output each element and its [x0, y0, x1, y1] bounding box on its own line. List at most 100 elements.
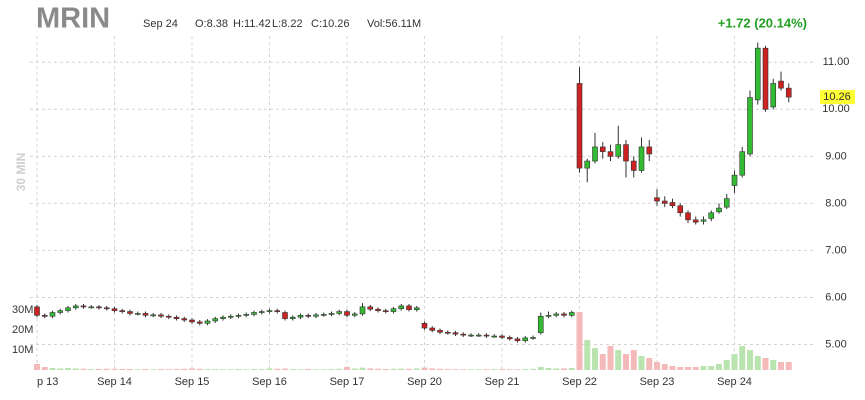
candle-body [568, 312, 575, 316]
candle-body [390, 308, 397, 312]
candle-body [406, 305, 412, 310]
candle-body [475, 334, 482, 337]
volume-bar [460, 369, 467, 370]
y-tick-label: 11.00 [823, 56, 850, 68]
volume-bar [499, 369, 505, 370]
candle-body [685, 212, 691, 221]
volume-bar [607, 346, 614, 370]
volume-bar [266, 368, 273, 370]
volume-bar [158, 369, 164, 370]
candle-body [243, 314, 250, 316]
candle-body [344, 311, 350, 316]
volume-bar [375, 368, 381, 370]
candle-body [669, 202, 676, 207]
volume-bar [196, 368, 203, 370]
y-tick-label: 7.00 [825, 244, 846, 256]
x-tick-label: Sep 23 [640, 376, 675, 388]
volume-bar [344, 367, 350, 370]
volume-bar [142, 369, 149, 370]
candle-body [537, 315, 544, 334]
volume-bar [661, 364, 668, 370]
info: O:8.38 [195, 18, 228, 30]
candle-body [65, 307, 71, 311]
volume-bar [545, 368, 552, 370]
candle-body [770, 83, 777, 108]
candle-body [127, 311, 133, 314]
volume-bar [235, 369, 242, 370]
candle-body [700, 219, 707, 222]
volume-bar [669, 366, 676, 370]
interval: 30 MIN [14, 153, 28, 192]
candle-body [429, 327, 436, 331]
volume-bar [716, 364, 722, 370]
volume-bar [413, 368, 420, 370]
volume-bar [708, 366, 715, 370]
candle-body [359, 306, 366, 315]
volume-bar [429, 368, 436, 370]
candle-body [41, 315, 48, 317]
volume-bar [731, 354, 738, 370]
volume-bar [367, 368, 374, 370]
candle-body [607, 151, 614, 157]
candle-body [111, 308, 118, 311]
x-tick-label: Sep 21 [485, 376, 520, 388]
volume-bar [212, 369, 219, 370]
volume-bar [576, 312, 583, 370]
candle-body [638, 146, 645, 171]
volume-bar [80, 368, 87, 370]
candle-body [258, 311, 265, 313]
volume-bar [692, 367, 699, 370]
volume-bar [638, 356, 645, 370]
candle-body [328, 313, 335, 315]
volume-bar [654, 362, 660, 370]
candle-body [561, 313, 567, 316]
volume-bar [150, 369, 157, 370]
volume-bar [103, 368, 110, 370]
y2-tick-label: 30M [12, 304, 33, 316]
volume-bar [754, 356, 761, 370]
candle-body [514, 338, 521, 342]
volume-bar [514, 369, 521, 370]
candle-body [251, 312, 257, 315]
volume-bar [119, 369, 126, 370]
volume-bar [747, 350, 753, 370]
last-price-label: 10.26 [823, 91, 851, 103]
volume-bar [739, 346, 746, 370]
volume-bar [762, 358, 769, 370]
candle-body [716, 207, 722, 213]
volume-bar [258, 369, 265, 370]
volume-bar [770, 360, 777, 370]
candle-body [677, 205, 684, 214]
volume-bar [96, 369, 102, 370]
y2-tick-label: 10M [12, 344, 33, 356]
candle-body [785, 87, 792, 98]
volume-bar [305, 369, 312, 370]
volume-bar [677, 367, 684, 370]
volume-bar [336, 368, 343, 370]
volume-bar [630, 350, 637, 370]
candle-body [57, 310, 64, 313]
x-tick-label: p 13 [37, 376, 58, 388]
candle-body [235, 315, 242, 317]
candle-body [196, 321, 203, 324]
candle-body [553, 313, 560, 316]
info: Sep 24 [143, 18, 178, 30]
x-tick-label: Sep 16 [252, 376, 287, 388]
volume-bar [491, 369, 498, 370]
candle-body [227, 315, 234, 318]
candle-body [522, 337, 529, 342]
volume-bar [599, 354, 606, 370]
volume-bar [700, 366, 707, 370]
volume-bar [65, 368, 71, 370]
candle-body [444, 331, 451, 334]
volume-bar [468, 369, 474, 370]
candle-body [134, 313, 141, 315]
volume-bar [437, 368, 443, 370]
candle-body [506, 337, 513, 340]
candle-body [212, 318, 219, 322]
candle-body [142, 313, 149, 316]
candle-body [708, 212, 715, 219]
candle-body [297, 315, 304, 318]
candle-body [398, 305, 405, 310]
info: H:11.42 [233, 18, 271, 30]
